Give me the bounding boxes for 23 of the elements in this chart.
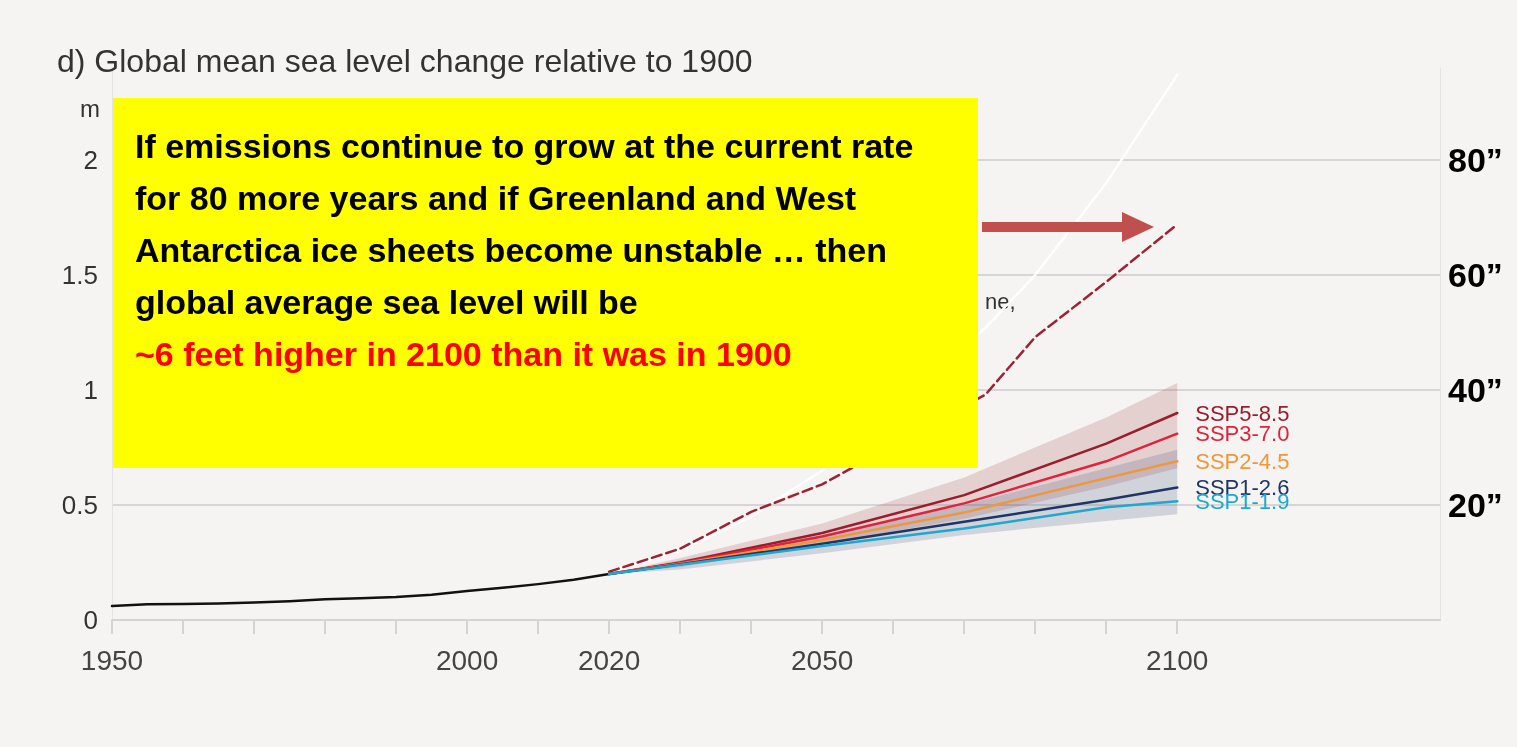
y2-tick-label: 60” [1448,256,1503,294]
annotation: If emissions continue to grow at the current rate for 80 more years and if Greenland and West Antarctica ice sheets become unstable … then global average sea level will be [135,126,915,323]
y2-tick-label: 40” [1448,371,1503,409]
y2-tick-label: 20” [1448,486,1503,524]
callout-box: If emissions continue to grow at the current rate for 80 more years and if Greenland and West Antarctica ice sheets become unstable … then global average sea level will be ~6 feet higher in 2100 than it was in 1900 [113,98,978,468]
y-tick-label: 2 [83,145,98,175]
line-series [607,500,1179,576]
x-tick-label: 2050 [791,644,854,676]
x-tick-label: 1950 [80,644,144,676]
y-axis-title: m [80,94,100,122]
y-tick-label: 0 [83,605,98,635]
line-series [110,572,611,608]
annotation: ~6 feet higher in 2100 than it was in 1900 [135,334,793,375]
chart-title: d) Global mean sea level change relative to 1900 [57,43,753,79]
x-tick-label: 2020 [577,644,641,676]
x-tick-label: 2100 [1146,644,1209,676]
y-tick-label: 1.5 [61,260,98,290]
y2-tick-label: 80” [1448,141,1503,179]
y-tick-label: 0.5 [61,490,98,520]
y-tick-label: 1 [83,375,98,405]
series-label: SSP2-4.5 [1195,448,1290,474]
annotation: ne, [985,288,1016,314]
x-tick-label: 2000 [435,644,499,676]
